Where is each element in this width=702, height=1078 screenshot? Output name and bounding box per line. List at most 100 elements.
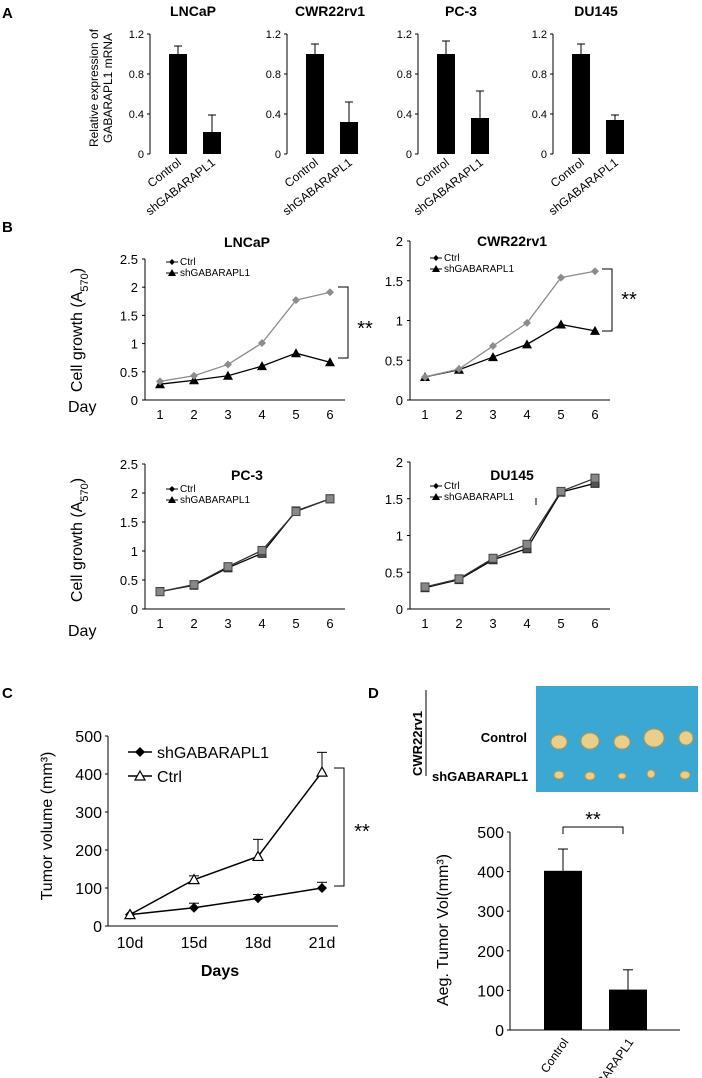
panel-a-y-tick-label: 0 <box>275 149 281 161</box>
panel-b-title: LNCaP <box>224 234 270 250</box>
panel-b-x-tick-label: 6 <box>326 616 333 631</box>
panel-b-point-ctrl <box>556 486 566 496</box>
panel-b-point-ctrl <box>523 318 531 327</box>
panel-letter-d: D <box>368 685 379 702</box>
panel-b-point-ctrl <box>257 545 267 555</box>
panel-b-xlabel-top: Day <box>68 399 96 416</box>
panel-b-y-tick-label: 1 <box>396 314 403 329</box>
panel-d-y-label: Aeg. Tumor Vol(mm³) <box>435 854 452 1006</box>
tumor-sample-2 <box>613 734 631 750</box>
panel-a-y-tick-label: 0 <box>541 149 547 161</box>
panel-b-point-ctrl <box>325 494 335 504</box>
panel-b-x-tick-label: 2 <box>455 616 462 631</box>
panel-b-point-sh <box>325 357 335 367</box>
panel-b-x-tick-label: 4 <box>258 616 265 631</box>
panel-b-legend-ctrl: Ctrl <box>180 484 196 495</box>
panel-b-point-ctrl <box>224 360 232 369</box>
panel-b-y-tick-label: 1.5 <box>120 515 138 530</box>
panel-d-significance-bracket <box>562 826 624 834</box>
panel-b-significance: ** <box>357 318 373 340</box>
panel-b-series-line <box>424 482 596 589</box>
panel-letter-a: A <box>2 5 13 22</box>
panel-b-y-tick-label: 1 <box>131 544 138 559</box>
tumor-sample-0 <box>550 734 568 750</box>
tumor-sample-4 <box>678 730 694 746</box>
panel-b-legend-ctrl: Ctrl <box>444 481 460 492</box>
panel-b-point-sh <box>488 352 498 362</box>
panel-b-point-ctrl <box>489 341 497 350</box>
panel-b-x-tick-label: 4 <box>523 407 530 422</box>
panel-b-point-ctrl <box>522 539 532 549</box>
panel-b-x-tick-label: 2 <box>190 407 197 422</box>
panel-b-legend-sh-marker <box>432 265 440 272</box>
panel-b-y-tick-label: 1 <box>131 337 138 352</box>
panel-b-x-tick-label: 6 <box>591 616 598 631</box>
panel-c-y-tick-label: 500 <box>75 729 102 746</box>
panel-b-significance-bracket <box>602 268 613 332</box>
panel-b-point-ctrl <box>223 562 233 572</box>
panel-c-y-tick-label: 400 <box>75 767 102 784</box>
panel-a-y-tick-label: 0.8 <box>532 69 547 81</box>
panel-b-significance-bracket <box>338 286 349 359</box>
panel-c-x-tick-label: 15d <box>181 935 208 952</box>
tumor-sample-6 <box>584 771 596 781</box>
panel-b-x-tick-label: 4 <box>258 407 265 422</box>
panel-b-y-tick-label: 1 <box>396 529 403 544</box>
panel-c-point-ctrl <box>123 908 137 920</box>
panel-b-y-tick-label: 0.5 <box>385 565 403 580</box>
panel-b-point-ctrl <box>156 377 164 386</box>
panel-b-x-tick-label: 6 <box>591 407 598 422</box>
panel-b-y-tick-label: 0 <box>131 602 138 617</box>
panel-b-legend-sh-marker <box>168 496 176 503</box>
panel-c-point-ctrl <box>187 873 201 885</box>
tumor-sample-7 <box>617 772 627 780</box>
panel-b-x-tick-label: 5 <box>557 616 564 631</box>
panel-b-xlabel-bottom: Day <box>68 623 96 640</box>
panel-a-bar <box>471 118 489 154</box>
panel-b-y-tick-label: 0.5 <box>120 365 138 380</box>
panel-a-y-tick-label: 0.8 <box>129 69 144 81</box>
panel-b-point-ctrl <box>420 582 430 592</box>
panel-b-legend-sh: shGABARAPL1 <box>180 495 250 506</box>
panel-b-y-tick-label: 1.5 <box>120 308 138 323</box>
panel-b-y-tick-label: 0 <box>396 393 403 408</box>
panel-a-bar <box>169 54 187 154</box>
panel-a-bar <box>203 132 221 154</box>
panel-a-y-tick-label: 0 <box>138 149 144 161</box>
panel-c-legend-ctrl-marker <box>133 769 147 781</box>
tumor-sample-9 <box>679 770 691 780</box>
panel-a-y-tick-label: 0.4 <box>532 109 547 121</box>
panel-c-y-tick-label: 0 <box>93 919 102 936</box>
panel-b-legend-ctrl-marker <box>169 259 175 265</box>
panel-b-point-ctrl <box>455 364 463 373</box>
panel-b-y-tick-label: 2.5 <box>120 252 138 267</box>
panel-b-legend-sh: shGABARAPL1 <box>180 268 250 279</box>
panel-letter-c: C <box>2 685 13 702</box>
panel-b-y-tick-label: 1.5 <box>385 492 403 507</box>
panel-c-legend-ctrl: Ctrl <box>157 769 182 786</box>
panel-b-point-ctrl <box>155 587 165 597</box>
panel-b-series-line <box>424 270 596 378</box>
panel-c-point-sh <box>189 902 199 913</box>
panel-c-y-tick-label: 100 <box>75 881 102 898</box>
panel-b-legend-ctrl-marker <box>169 486 175 492</box>
panel-b-legend-ctrl: Ctrl <box>180 257 196 268</box>
panel-c-point-ctrl <box>251 850 265 862</box>
panel-d-y-tick-label: 400 <box>477 865 504 882</box>
panel-b-legend-sh-marker <box>432 493 440 500</box>
panel-b-point-ctrl <box>258 339 266 348</box>
panel-b-series-line <box>424 477 596 588</box>
panel-c-significance-bracket <box>334 767 345 887</box>
panel-c-legend-sh: shGABARAPL1 <box>157 745 269 762</box>
panel-b-y-tick-label: 2 <box>131 280 138 295</box>
panel-b-point-ctrl <box>488 553 498 563</box>
panel-c-series-line <box>129 887 323 916</box>
panel-c-x-tick-label: 21d <box>309 935 336 952</box>
photo-cellline-label: CWR22rv1 <box>410 711 425 776</box>
panel-d-y-tick-label: 300 <box>477 904 504 921</box>
panel-b-y-tick-label: 1.5 <box>385 274 403 289</box>
panel-b-legend-sh: shGABARAPL1 <box>444 492 514 503</box>
panel-c-x-tick-label: 18d <box>245 935 272 952</box>
panel-b-point-sh <box>522 339 532 349</box>
